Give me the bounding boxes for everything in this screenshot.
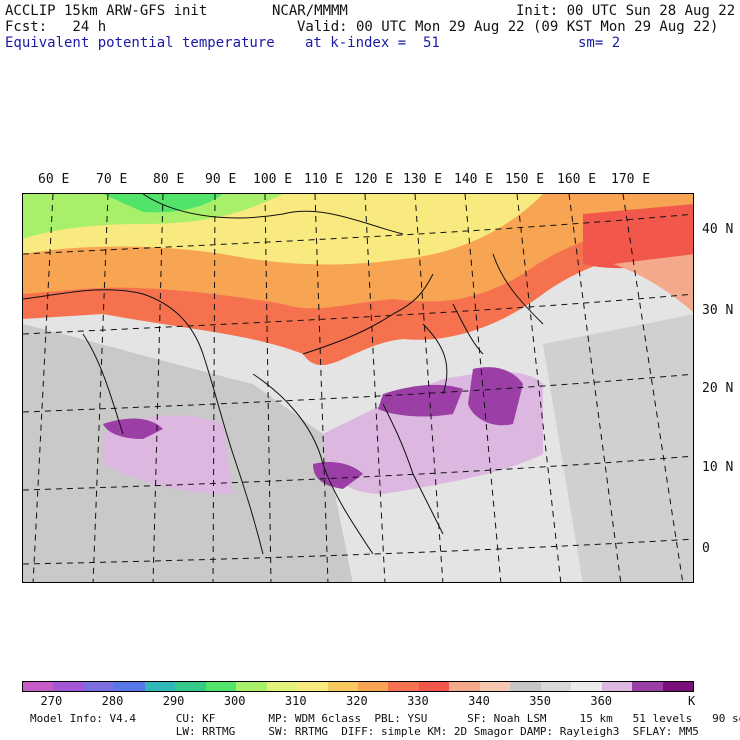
lat-label: 40 N xyxy=(702,222,734,237)
lon-label: 100 E xyxy=(253,172,293,187)
model-title: ACCLIP 15km ARW-GFS init xyxy=(5,3,208,19)
colorbar-swatch xyxy=(114,682,145,691)
smoothing-label: sm= 2 xyxy=(578,35,621,51)
colorbar-tick-label: 290 xyxy=(162,694,185,708)
colorbar-unit: K xyxy=(688,694,696,708)
lat-label: 0 xyxy=(702,541,710,556)
lon-label: 80 E xyxy=(153,172,185,187)
colorbar-swatch xyxy=(23,682,54,691)
field-name: Equivalent potential temperature xyxy=(5,35,275,51)
purple-core-4 xyxy=(313,462,363,489)
colorbar-swatch xyxy=(662,682,693,691)
map-canvas xyxy=(23,194,693,582)
colorbar-tick-label: 340 xyxy=(468,694,490,708)
salmon-streak-east xyxy=(613,254,693,313)
green-band xyxy=(23,194,283,239)
lat-label: 30 N xyxy=(702,303,734,318)
org-label: NCAR/MMMM xyxy=(272,3,348,19)
colorbar-tick-label: 310 xyxy=(284,694,307,708)
colorbar-swatch xyxy=(449,682,480,691)
lon-label: 70 E xyxy=(96,172,128,187)
colorbar-swatch xyxy=(144,682,176,691)
lat-label: 20 N xyxy=(702,381,734,396)
colorbar xyxy=(22,681,694,692)
colorbar-swatch xyxy=(53,682,84,691)
graticule xyxy=(23,194,693,582)
colorbar-tick-label: 360 xyxy=(590,694,613,708)
colorbar-tick-label: 280 xyxy=(101,694,124,708)
theta-e-map xyxy=(22,193,694,583)
lon-label: 130 E xyxy=(403,172,443,187)
colorbar-swatch xyxy=(297,682,328,691)
model-info-line2: LW: RRTMG SW: RRTMG DIFF: simple KM: 2D … xyxy=(30,725,699,738)
colorbar-swatch xyxy=(540,682,572,691)
forecast-hour: Fcst: 24 h xyxy=(5,19,107,35)
lon-label: 120 E xyxy=(354,172,394,187)
colorbar-swatch xyxy=(418,682,450,691)
purple-core-3 xyxy=(103,418,163,439)
colorbar-swatch xyxy=(510,682,541,691)
colorbar-swatch xyxy=(632,682,663,691)
lon-label: 150 E xyxy=(505,172,545,187)
colorbar-swatch xyxy=(236,682,267,691)
colorbar-swatch xyxy=(266,682,298,691)
level-label: at k-index = 51 xyxy=(305,35,440,51)
colorbar-tick-label: 320 xyxy=(346,694,368,708)
lon-label: 60 E xyxy=(38,172,70,187)
colorbar-tick-label: 330 xyxy=(407,694,429,708)
colorbar-tick-label: 270 xyxy=(40,694,63,708)
lon-label: 170 E xyxy=(611,172,651,187)
lon-label: 110 E xyxy=(304,172,344,187)
init-time: Init: 00 UTC Sun 28 Aug 22 xyxy=(516,3,736,19)
model-info-line1: Model Info: V4.4 CU: KF MP: WDM 6class P… xyxy=(30,712,740,725)
coastlines xyxy=(23,194,544,555)
colorbar-tick-label: 300 xyxy=(223,694,246,708)
colorbar-swatch xyxy=(205,682,237,691)
colorbar-swatch xyxy=(357,682,389,691)
colorbar-swatch xyxy=(571,682,602,691)
purple-core-2 xyxy=(468,367,523,426)
lon-label: 90 E xyxy=(205,172,237,187)
lat-label: 10 N xyxy=(702,460,734,475)
valid-time: Valid: 00 UTC Mon 29 Aug 22 (09 KST Mon … xyxy=(297,19,719,35)
grey-region-east xyxy=(543,314,693,582)
colorbar-swatch xyxy=(83,682,115,691)
red-streak-east xyxy=(583,204,693,269)
colorbar-swatch xyxy=(327,682,358,691)
colorbar-swatch xyxy=(388,682,419,691)
bright-green-patch xyxy=(103,194,223,213)
colorbar-swatch xyxy=(175,682,206,691)
lon-label: 140 E xyxy=(454,172,494,187)
colorbar-swatch xyxy=(479,682,511,691)
colorbar-tick-label: 350 xyxy=(529,694,551,708)
lon-label: 160 E xyxy=(557,172,597,187)
colorbar-swatch xyxy=(601,682,633,691)
